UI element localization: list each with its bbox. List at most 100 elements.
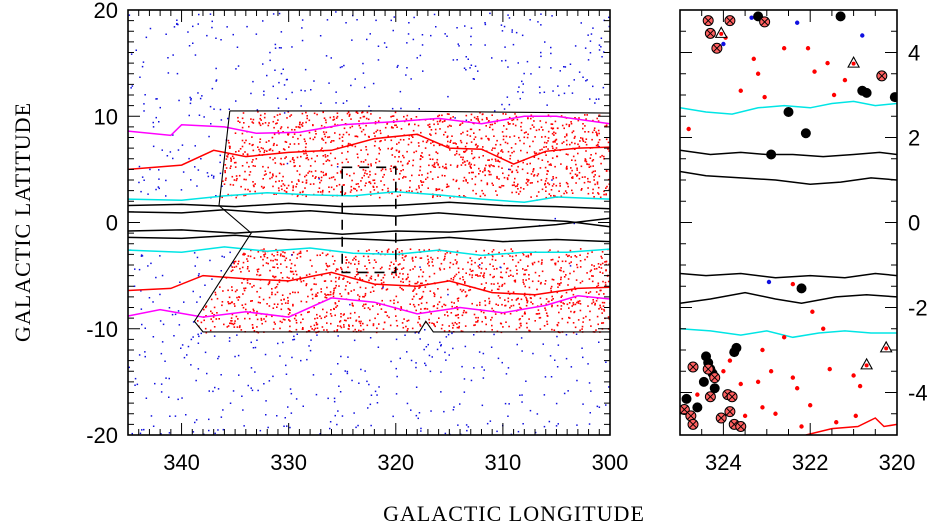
red-star-point	[330, 186, 333, 189]
red-star-point	[401, 164, 404, 167]
red-star-point	[447, 145, 450, 148]
blue-star-point	[161, 274, 164, 277]
blue-star-point	[198, 13, 200, 16]
red-star-point	[231, 322, 233, 325]
red-star-point	[452, 116, 454, 118]
blue-star-point	[374, 390, 377, 393]
red-star-point	[585, 315, 587, 318]
blue-star-point	[246, 25, 248, 28]
red-star-point	[287, 296, 289, 299]
red-star-point	[535, 129, 538, 132]
red-star-point	[408, 160, 410, 162]
red-star-point	[528, 329, 530, 332]
red-star-point	[215, 318, 218, 320]
blue-star-point	[139, 432, 142, 435]
red-star-point	[570, 121, 572, 123]
red-star-point	[526, 184, 529, 186]
red-star-point	[411, 256, 414, 259]
blue-star-point	[162, 323, 165, 326]
red-star-point	[486, 183, 489, 186]
red-star-point	[432, 264, 434, 267]
red-star-point	[227, 302, 230, 305]
blue-star-point	[327, 397, 329, 400]
red-star-point	[565, 181, 568, 184]
red-star-point	[362, 305, 364, 307]
red-star-point	[541, 136, 543, 138]
red-star-point	[289, 143, 291, 145]
red-star-point	[315, 283, 317, 286]
red-star-point	[348, 325, 350, 328]
blue-star-point	[220, 374, 222, 376]
blue-star-point	[546, 104, 548, 106]
red-star-point	[494, 122, 496, 125]
blue-star-point	[446, 35, 448, 37]
red-star-point	[264, 320, 267, 323]
red-star-point	[500, 322, 503, 325]
red-star-point	[419, 165, 422, 168]
red-star-point	[231, 269, 234, 271]
red-star-point	[473, 156, 476, 159]
red-star-point	[357, 250, 360, 252]
red-star-point	[314, 327, 317, 330]
red-star-point	[263, 254, 265, 256]
black-object-point	[835, 11, 846, 22]
red-star-point	[401, 257, 404, 259]
blue-star-point	[501, 103, 503, 106]
red-star-point	[542, 129, 544, 131]
red-star-point	[550, 164, 552, 166]
red-star-point	[452, 324, 455, 327]
blue-star-point	[230, 264, 232, 267]
red-star-point	[492, 184, 494, 186]
blue-star-point	[226, 26, 228, 28]
blue-star-point	[544, 41, 546, 43]
blue-star-point	[406, 67, 408, 69]
red-star-point	[305, 111, 307, 114]
red-star-point	[497, 159, 499, 162]
red-star-point	[463, 176, 466, 179]
red-star-point	[216, 297, 219, 300]
crossed-circle-marker	[724, 15, 736, 27]
red-star-point	[600, 289, 602, 292]
red-star-point	[406, 277, 408, 280]
red-star-point	[377, 313, 379, 315]
red-star-point	[497, 282, 499, 285]
red-star-point	[479, 111, 481, 114]
red-star-point	[233, 322, 236, 325]
blue-star-point	[525, 380, 527, 382]
red-star-point	[365, 303, 367, 306]
blue-star-point	[587, 59, 590, 61]
red-star-point	[295, 319, 298, 322]
blue-star-point	[134, 377, 137, 380]
x-tick-label: 340	[163, 450, 200, 475]
red-star-point	[555, 147, 558, 149]
blue-star-point	[370, 424, 372, 427]
red-star-point	[295, 273, 298, 276]
red-star-point	[429, 133, 431, 135]
blue-star-point	[152, 121, 154, 124]
red-star-point	[560, 269, 562, 272]
red-star-point	[262, 165, 264, 168]
blue-star-point	[592, 85, 594, 88]
red-star-point	[266, 257, 269, 259]
red-star-point	[412, 290, 414, 292]
red-star-point	[412, 260, 414, 262]
red-star-point	[489, 126, 491, 129]
red-star-point	[418, 185, 420, 187]
red-star-point	[525, 298, 528, 300]
red-star-point	[293, 133, 296, 135]
red-star-point	[511, 250, 514, 252]
blue-star-point	[521, 394, 523, 396]
red-star-point	[354, 263, 356, 265]
blue-star-point	[265, 414, 267, 416]
blue-star-point	[482, 377, 485, 379]
red-star-point	[251, 324, 254, 326]
red-star-point	[314, 177, 316, 179]
red-star-point	[325, 121, 327, 124]
blue-star-point	[452, 347, 454, 350]
blue-star-point	[290, 392, 293, 395]
red-star-point	[607, 141, 610, 144]
red-star-point	[346, 173, 348, 176]
red-star-point	[593, 179, 595, 181]
red-star-point	[454, 314, 457, 317]
blue-star-point	[259, 429, 262, 432]
